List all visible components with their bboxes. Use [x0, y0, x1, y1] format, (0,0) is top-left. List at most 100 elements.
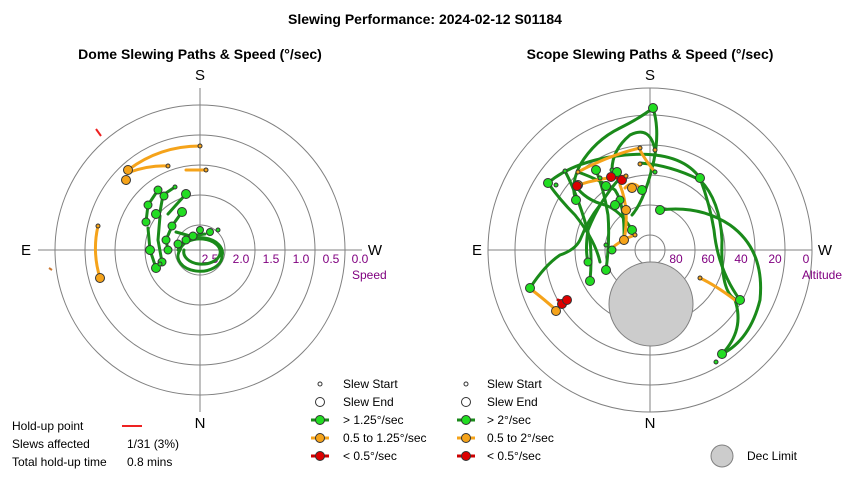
dome-slew-end-marker — [161, 235, 171, 245]
dome-grid — [38, 88, 362, 412]
dome-slew-start-marker — [215, 227, 221, 233]
scope-slew-end-marker — [591, 165, 601, 175]
scope-slew-end-marker — [627, 225, 637, 235]
scope-axis-label: Altitude — [802, 268, 842, 282]
slews-affected-value: 1/31 (3%) — [127, 437, 179, 451]
dome-dir-west: W — [368, 242, 383, 259]
holdup-time-value: 0.8 mins — [127, 455, 172, 469]
scope-path-fast — [576, 170, 626, 242]
dome-slew-end-marker — [123, 165, 133, 175]
scope-path-fast — [594, 168, 611, 272]
dome-slew-start-marker — [157, 261, 163, 267]
scope-slew-end-marker — [601, 265, 611, 275]
scope-path-fast — [658, 207, 763, 356]
slews-affected-label: Slews affected — [12, 437, 90, 451]
scope-slew-start-marker — [623, 173, 629, 179]
dome-slew-end-marker — [159, 191, 169, 201]
scope-tick-label: 40 — [734, 252, 748, 266]
dome-slew-start-marker — [165, 163, 171, 169]
scope-slew-end-marker — [648, 103, 658, 113]
dome-tick-label: 0.5 — [323, 252, 340, 266]
scope-slew-start-marker — [597, 175, 603, 181]
scope-slew-end-marker — [610, 200, 620, 210]
dome-slew-end-marker — [163, 245, 173, 255]
scope-tick-label: 0 — [803, 252, 810, 266]
scope-tick-label: 20 — [768, 252, 782, 266]
legend-slew-start-icon — [463, 381, 469, 387]
scope-path-medium — [698, 276, 737, 302]
scope-path-fast — [630, 106, 659, 217]
legend-label: Slew Start — [487, 377, 542, 391]
dome-slew-end-marker — [141, 217, 151, 227]
dec-limit-label: Dec Limit — [747, 449, 798, 463]
scope-slew-end-marker — [572, 181, 582, 191]
scope-slew-end-marker — [551, 306, 561, 316]
dome-legend: Slew Start Slew End > 1.25°/sec 0.5 to 1… — [311, 377, 427, 463]
scope-slew-start-marker — [713, 359, 719, 365]
scope-slew-end-marker — [606, 172, 616, 182]
scope-path-fast — [585, 176, 622, 264]
legend-slew-end-icon — [315, 397, 325, 407]
scope-slew-start-marker — [553, 182, 559, 188]
legend-medium-icon — [461, 433, 471, 443]
legend-slew-end-icon — [461, 397, 471, 407]
scope-slew-start-marker — [575, 169, 581, 175]
legend-slow-icon — [461, 451, 471, 461]
dome-tick-label: 2.0 — [233, 252, 250, 266]
legend-medium-icon — [315, 433, 325, 443]
legend-label: > 1.25°/sec — [343, 413, 404, 427]
legend-label: 0.5 to 2°/sec — [487, 431, 554, 445]
scope-dir-west: W — [818, 242, 833, 259]
holdup-summary: Hold-up point Slews affected 1/31 (3%) T… — [12, 419, 179, 469]
scope-slew-end-marker — [571, 195, 581, 205]
legend-label: < 0.5°/sec — [343, 449, 397, 463]
scope-path-fast — [698, 176, 742, 302]
dome-slew-start-marker — [203, 167, 209, 173]
dome-slew-start-marker — [197, 143, 203, 149]
scope-path-fast — [610, 130, 657, 172]
scope-chart-title: Scope Slewing Paths & Speed (°/sec) — [527, 46, 774, 62]
scope-dir-north: N — [645, 415, 656, 432]
scope-slew-start-marker — [697, 275, 703, 281]
dome-tick-label: 0.0 — [352, 252, 369, 266]
dome-slew-end-marker — [167, 221, 177, 231]
scope-dir-east: E — [472, 242, 482, 259]
scope-slew-start-marker — [652, 147, 658, 153]
scope-markers — [525, 103, 745, 365]
dome-slew-start-marker — [95, 223, 101, 229]
scope-slew-end-marker — [543, 178, 553, 188]
legend-label: < 0.5°/sec — [487, 449, 541, 463]
scope-slew-start-marker — [637, 161, 643, 167]
dome-slew-end-marker — [196, 226, 204, 234]
dome-slew-end-marker — [121, 175, 131, 185]
scope-slew-end-marker — [627, 183, 637, 193]
scope-dec-limit-zone — [608, 261, 694, 347]
dec-limit-icon — [710, 444, 734, 468]
dome-slew-start-marker — [172, 184, 178, 190]
scope-tick-label: 80 — [669, 252, 683, 266]
legend-label: Slew End — [487, 395, 538, 409]
scope-slew-start-marker — [603, 242, 609, 248]
dome-path-fast — [164, 210, 184, 252]
scope-legend: Slew Start Slew End > 2°/sec 0.5 to 2°/s… — [457, 377, 554, 463]
scope-path-fast — [720, 298, 740, 356]
dome-slew-end-marker — [145, 245, 155, 255]
scope-path-medium — [638, 148, 657, 174]
holdup-time-label: Total hold-up time — [12, 455, 107, 469]
scope-path-fast — [573, 183, 634, 232]
dome-slew-end-marker — [181, 189, 191, 199]
dome-slew-end-marker — [95, 273, 105, 283]
dome-tick-label: 1.5 — [263, 252, 280, 266]
scope-slew-end-marker — [695, 173, 705, 183]
scope-slew-end-marker — [583, 257, 593, 267]
dome-dir-east: E — [21, 242, 31, 259]
scope-slew-start-marker — [637, 145, 643, 151]
dec-limit-legend: Dec Limit — [710, 444, 798, 468]
legend-label: 0.5 to 1.25°/sec — [343, 431, 427, 445]
scope-slew-end-marker — [717, 349, 727, 359]
dome-holdup-marker — [95, 128, 102, 137]
dome-radial-ticks: 2.5 2.0 1.5 1.0 0.5 0.0 Speed — [202, 252, 387, 282]
legend-label: Slew End — [343, 395, 394, 409]
scope-slew-end-marker — [525, 283, 535, 293]
